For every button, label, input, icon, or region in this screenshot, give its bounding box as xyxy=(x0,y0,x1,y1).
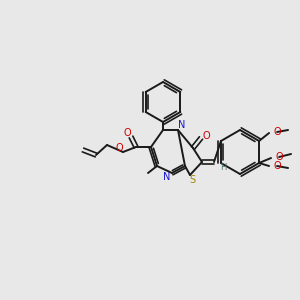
Text: S: S xyxy=(189,175,195,185)
Text: O: O xyxy=(275,152,283,162)
Text: O: O xyxy=(273,127,281,137)
Text: H: H xyxy=(220,163,226,172)
Text: O: O xyxy=(202,131,210,141)
Text: N: N xyxy=(163,172,171,182)
Text: N: N xyxy=(178,120,186,130)
Text: O: O xyxy=(123,128,131,138)
Text: O: O xyxy=(273,161,281,171)
Text: O: O xyxy=(115,143,123,153)
